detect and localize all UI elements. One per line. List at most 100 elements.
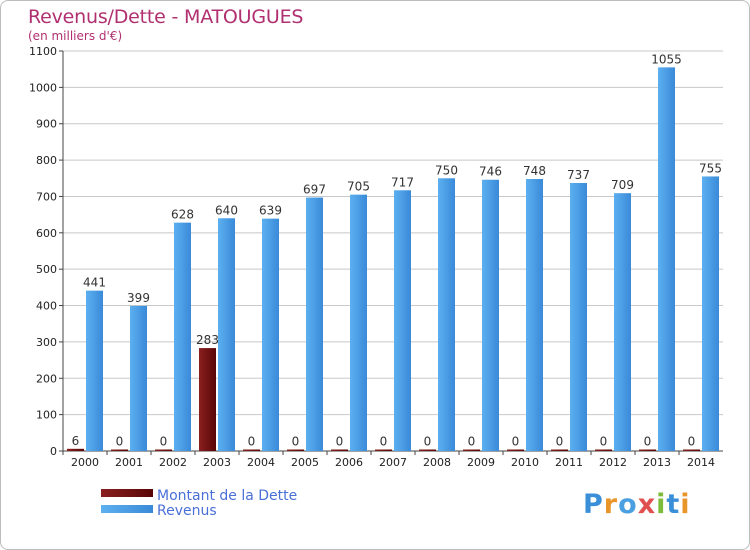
value-label-revenus: 717 <box>391 175 414 189</box>
x-tick-label: 2005 <box>291 456 319 469</box>
x-tick-label: 2001 <box>115 456 143 469</box>
bar-revenus <box>570 183 587 451</box>
value-label-revenus: 748 <box>523 164 546 178</box>
logo-letter: i <box>656 489 667 520</box>
x-tick-label: 2000 <box>71 456 99 469</box>
x-tick-label: 2003 <box>203 456 231 469</box>
bar-dette <box>507 449 524 451</box>
y-tick-label: 600 <box>36 227 57 240</box>
value-label-dette: 0 <box>248 435 256 449</box>
value-label-dette: 0 <box>116 435 124 449</box>
value-label-dette: 0 <box>380 435 388 449</box>
bar-revenus <box>262 218 279 451</box>
value-label-dette: 283 <box>196 333 219 347</box>
value-label-dette: 0 <box>336 435 344 449</box>
logo-letter: r <box>603 489 619 520</box>
y-tick-label: 100 <box>36 409 57 422</box>
value-label-revenus: 697 <box>303 183 326 197</box>
bar-revenus <box>306 197 323 451</box>
bar-revenus <box>130 305 147 451</box>
value-label-dette: 0 <box>292 435 300 449</box>
y-tick-label: 700 <box>36 190 57 203</box>
legend-swatch-dette <box>101 489 153 497</box>
grid-lines <box>63 50 723 416</box>
logo-letter: t <box>666 489 681 520</box>
x-tick-label: 2010 <box>511 456 539 469</box>
bar-dette <box>67 448 84 451</box>
y-tick-label: 300 <box>36 336 57 349</box>
value-label-revenus: 1055 <box>651 52 682 66</box>
logo-letter: i <box>680 489 691 520</box>
value-label-revenus: 705 <box>347 180 370 194</box>
x-tick-label: 2007 <box>379 456 407 469</box>
y-tick-label: 800 <box>36 154 57 167</box>
x-tick-label: 2006 <box>335 456 363 469</box>
bar-revenus <box>482 179 499 451</box>
value-label-dette: 0 <box>644 435 652 449</box>
legend-label-dette: Montant de la Dette <box>157 488 297 504</box>
legend-label-revenus: Revenus <box>157 503 217 519</box>
legend: Montant de la Dette Revenus <box>101 488 297 519</box>
value-label-revenus: 639 <box>259 204 282 218</box>
proxiti-logo: Proxiti <box>583 489 691 520</box>
value-label-revenus: 755 <box>699 161 722 175</box>
value-label-revenus: 737 <box>567 168 590 182</box>
bar-dette <box>287 449 304 451</box>
y-tick-label: 1000 <box>29 81 57 94</box>
bar-revenus <box>614 193 631 451</box>
bar-dette <box>551 449 568 451</box>
bar-revenus <box>438 178 455 452</box>
value-label-dette: 0 <box>468 435 476 449</box>
bar-revenus <box>526 179 543 451</box>
value-label-revenus: 709 <box>611 178 634 192</box>
bar-revenus <box>658 67 675 451</box>
value-label-revenus: 628 <box>171 208 194 222</box>
x-tick-label: 2013 <box>643 456 671 469</box>
logo-letter: P <box>583 489 604 520</box>
bar-dette <box>419 449 436 451</box>
bar-dette <box>199 348 216 451</box>
bar-dette <box>639 449 656 451</box>
chart-title: Revenus/Dette - MATOUGUES <box>28 6 304 28</box>
bar-dette <box>111 449 128 451</box>
chart-subtitle: (en milliers d'€) <box>28 29 123 43</box>
value-label-revenus: 746 <box>479 165 502 179</box>
value-label-dette: 0 <box>160 435 168 449</box>
logo-letter: x <box>637 489 657 520</box>
value-label-revenus: 750 <box>435 163 458 177</box>
bar-dette <box>463 449 480 451</box>
value-label-dette: 0 <box>688 435 696 449</box>
bar-revenus <box>218 218 235 451</box>
bar-dette <box>683 449 700 451</box>
value-labels: 6 441 0 399 0 628 283 640 0 639 0 697 0 705 0 717 0 750 0 7… <box>72 52 722 448</box>
logo-letter: o <box>618 489 638 520</box>
value-label-revenus: 399 <box>127 291 150 305</box>
x-tick-label: 2004 <box>247 456 275 469</box>
legend-swatch-revenus <box>101 505 153 513</box>
x-tick-label: 2011 <box>555 456 583 469</box>
y-tick-label: 1100 <box>29 45 57 58</box>
y-tick-label: 500 <box>36 263 57 276</box>
x-tick-label: 2008 <box>423 456 451 469</box>
y-tick-label: 400 <box>36 300 57 313</box>
value-label-revenus: 640 <box>215 203 238 217</box>
bar-dette <box>243 449 260 451</box>
bar-revenus <box>394 190 411 452</box>
bar-dette <box>595 449 612 451</box>
value-label-dette: 0 <box>512 435 520 449</box>
value-label-dette: 0 <box>424 435 432 449</box>
x-tick-label: 2012 <box>599 456 627 469</box>
bar-revenus <box>174 222 191 451</box>
y-tick-label: 0 <box>50 445 57 458</box>
x-tick-label: 2002 <box>159 456 187 469</box>
y-tick-label: 200 <box>36 372 57 385</box>
value-label-revenus: 441 <box>83 276 106 290</box>
bar-revenus <box>702 176 719 452</box>
bar-revenus <box>350 194 367 452</box>
bar-revenus <box>86 290 103 451</box>
x-tick-label: 2014 <box>687 456 715 469</box>
axes: 0100200300400500600700800900100011002000… <box>29 45 723 469</box>
bar-dette <box>331 449 348 451</box>
